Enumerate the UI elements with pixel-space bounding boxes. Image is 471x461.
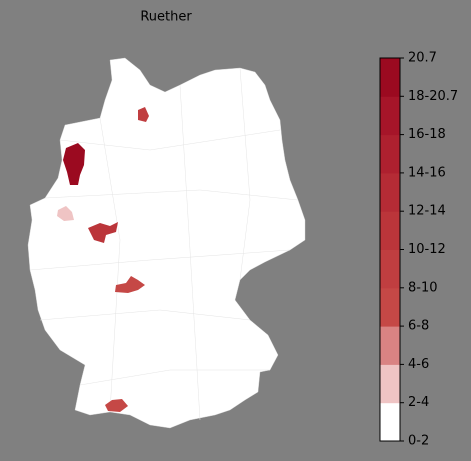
region xyxy=(88,222,118,243)
colorbar-label: 14-16 xyxy=(408,165,446,180)
country-outline xyxy=(27,57,306,429)
colorbar-segment xyxy=(380,249,400,289)
colorbar-segment xyxy=(380,134,400,174)
region xyxy=(57,206,74,221)
colorbar-segment xyxy=(380,364,400,404)
colorbar: 0-2 2-4 4-6 6-8 8-10 10-12 12-14 14-16 16-18 18-2… xyxy=(379,51,458,449)
colorbar-segment xyxy=(380,402,400,442)
colorbar-segment xyxy=(380,172,400,212)
colorbar-label: 2-4 xyxy=(408,395,429,410)
colorbar-label: 16-18 xyxy=(408,127,446,142)
region xyxy=(115,276,145,293)
colorbar-segment xyxy=(380,211,400,250)
colorbar-label: 10-12 xyxy=(408,242,446,257)
colorbar-label: 8-10 xyxy=(408,280,438,295)
map-title: Ruether xyxy=(140,10,192,25)
colorbar-segment xyxy=(380,326,400,365)
region xyxy=(63,143,85,185)
region xyxy=(138,107,149,122)
colorbar-label: 18-20.7 xyxy=(408,89,458,104)
germany-map xyxy=(27,57,306,429)
colorbar-segment xyxy=(380,287,400,327)
colorbar-label: 12-14 xyxy=(408,204,446,219)
colorbar-label: 4-6 xyxy=(408,357,429,372)
colorbar-segment xyxy=(380,96,400,136)
colorbar-segment xyxy=(380,58,400,97)
district-borders xyxy=(29,67,299,421)
colorbar-label: 0-2 xyxy=(408,434,429,449)
region xyxy=(105,399,128,412)
colorbar-label: 6-8 xyxy=(408,319,429,334)
district-lines xyxy=(29,67,299,421)
colorbar-label: 20.7 xyxy=(408,51,437,66)
